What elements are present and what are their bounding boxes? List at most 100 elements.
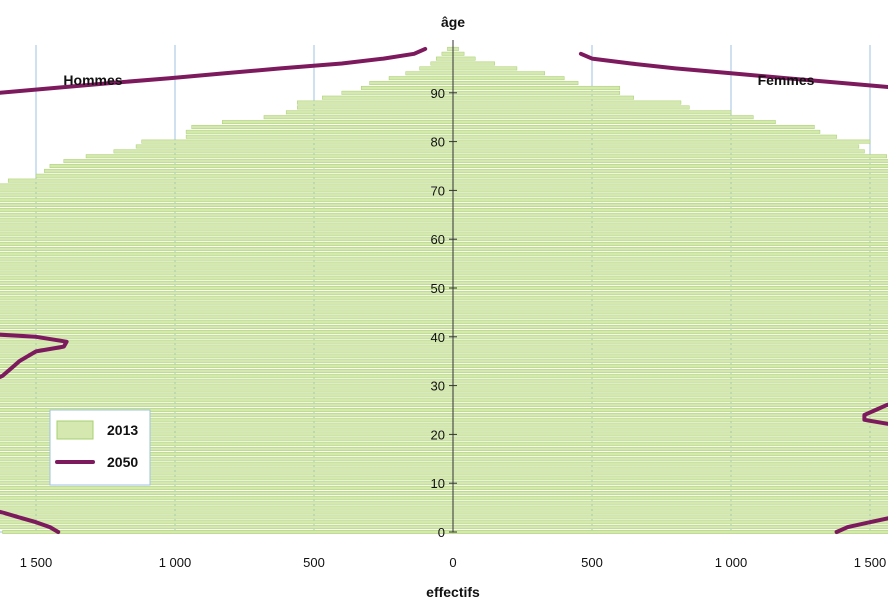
bar-men-age-58 <box>0 247 454 251</box>
bar-men-age-54 <box>0 266 454 271</box>
bar-women-age-71 <box>452 183 888 188</box>
bar-women-age-38 <box>452 344 888 349</box>
bars-2013-women <box>452 46 888 534</box>
bar-women-age-63 <box>452 222 888 227</box>
bar-men-age-53 <box>0 271 454 276</box>
bar-women-age-37 <box>452 349 888 354</box>
bar-women-age-99 <box>452 46 459 51</box>
bar-women-age-90 <box>452 90 621 95</box>
x-tick-label: 1 500 <box>854 555 887 570</box>
legend-label-2050: 2050 <box>107 454 138 470</box>
bar-women-age-93 <box>452 76 565 81</box>
bar-women-age-47 <box>452 300 888 305</box>
bar-men-age-62 <box>0 227 454 232</box>
bar-women-age-43 <box>452 320 888 325</box>
bar-men-age-71 <box>0 183 454 188</box>
bar-men-age-80 <box>141 139 454 144</box>
bar-men-age-46 <box>0 305 454 310</box>
bar-men-age-74 <box>44 168 454 173</box>
bar-men-age-45 <box>0 310 454 315</box>
bar-men-age-42 <box>0 325 454 329</box>
bar-men-age-83 <box>191 125 454 129</box>
bar-women-age-9 <box>452 486 888 491</box>
bar-men-age-49 <box>0 290 454 295</box>
bar-women-age-81 <box>452 134 837 139</box>
bar-women-age-87 <box>452 105 690 110</box>
bar-men-age-29 <box>0 388 454 393</box>
bar-women-age-18 <box>452 442 888 447</box>
age-tick-labels: 0 10 20 30 40 50 60 70 80 90 <box>431 86 445 540</box>
bar-men-age-92 <box>369 81 454 85</box>
bar-women-age-61 <box>452 232 888 237</box>
bar-men-age-36 <box>0 354 454 359</box>
bar-women-age-68 <box>452 198 888 203</box>
bar-men-age-65 <box>0 212 454 217</box>
bar-women-age-80 <box>452 139 871 144</box>
legend-swatch-2013 <box>56 420 94 440</box>
legend-label-2013: 2013 <box>107 422 138 438</box>
bar-men-age-67 <box>0 203 454 207</box>
bar-women-age-7 <box>452 495 888 500</box>
bar-men-age-60 <box>0 237 454 242</box>
x-tick-label: 1 500 <box>20 555 53 570</box>
bar-women-age-36 <box>452 354 888 359</box>
bar-men-age-43 <box>0 320 454 325</box>
bar-women-age-52 <box>452 276 888 281</box>
bar-women-age-96 <box>452 61 495 66</box>
bar-men-age-31 <box>0 378 454 383</box>
bar-women-age-34 <box>452 364 888 369</box>
bar-men-age-30 <box>0 383 454 388</box>
bar-women-age-56 <box>452 256 888 261</box>
bar-men-age-78 <box>113 149 454 154</box>
age-tick-50: 50 <box>431 281 445 296</box>
bar-women-age-15 <box>452 456 888 461</box>
bar-women-age-32 <box>452 373 888 378</box>
bar-women-age-30 <box>452 383 888 388</box>
bar-women-age-28 <box>452 393 888 398</box>
bar-men-age-93 <box>388 76 454 81</box>
bar-women-age-91 <box>452 85 621 90</box>
bar-men-age-40 <box>0 334 454 339</box>
bar-men-age-4 <box>0 510 454 515</box>
bar-women-age-35 <box>452 359 888 364</box>
bar-men-age-98 <box>441 51 454 56</box>
bar-men-age-70 <box>0 188 454 193</box>
bar-women-age-50 <box>452 286 888 290</box>
bar-men-age-63 <box>0 222 454 227</box>
bar-women-age-14 <box>452 461 888 466</box>
bar-men-age-7 <box>0 495 454 500</box>
bar-women-age-88 <box>452 100 682 105</box>
bar-men-age-37 <box>0 349 454 354</box>
bar-women-age-78 <box>452 149 865 154</box>
bar-men-age-1 <box>0 525 454 530</box>
x-tick-label: 1 000 <box>159 555 192 570</box>
bar-women-age-57 <box>452 251 888 256</box>
bar-men-age-26 <box>0 403 454 408</box>
bar-men-age-33 <box>0 369 454 373</box>
bar-women-age-31 <box>452 378 888 383</box>
bar-men-age-9 <box>0 486 454 491</box>
bar-men-age-96 <box>430 61 454 66</box>
bar-men-age-82 <box>185 129 454 134</box>
age-tick-90: 90 <box>431 86 445 101</box>
bar-men-age-68 <box>0 198 454 203</box>
bar-women-age-75 <box>452 164 888 168</box>
bar-women-age-0 <box>452 530 888 534</box>
bar-women-age-85 <box>452 115 754 120</box>
bar-men-age-75 <box>49 164 454 168</box>
y-axis-title: âge <box>441 14 465 30</box>
bar-women-age-42 <box>452 325 888 329</box>
bar-women-age-73 <box>452 173 888 178</box>
age-tick-80: 80 <box>431 135 445 150</box>
bar-women-age-20 <box>452 432 888 437</box>
bar-men-age-6 <box>0 500 454 505</box>
bar-women-age-29 <box>452 388 888 393</box>
bar-women-age-44 <box>452 315 888 320</box>
bar-women-age-4 <box>452 510 888 515</box>
bar-women-age-5 <box>452 505 888 510</box>
bar-men-age-85 <box>263 115 454 120</box>
bar-men-age-57 <box>0 251 454 256</box>
bar-women-age-40 <box>452 334 888 339</box>
